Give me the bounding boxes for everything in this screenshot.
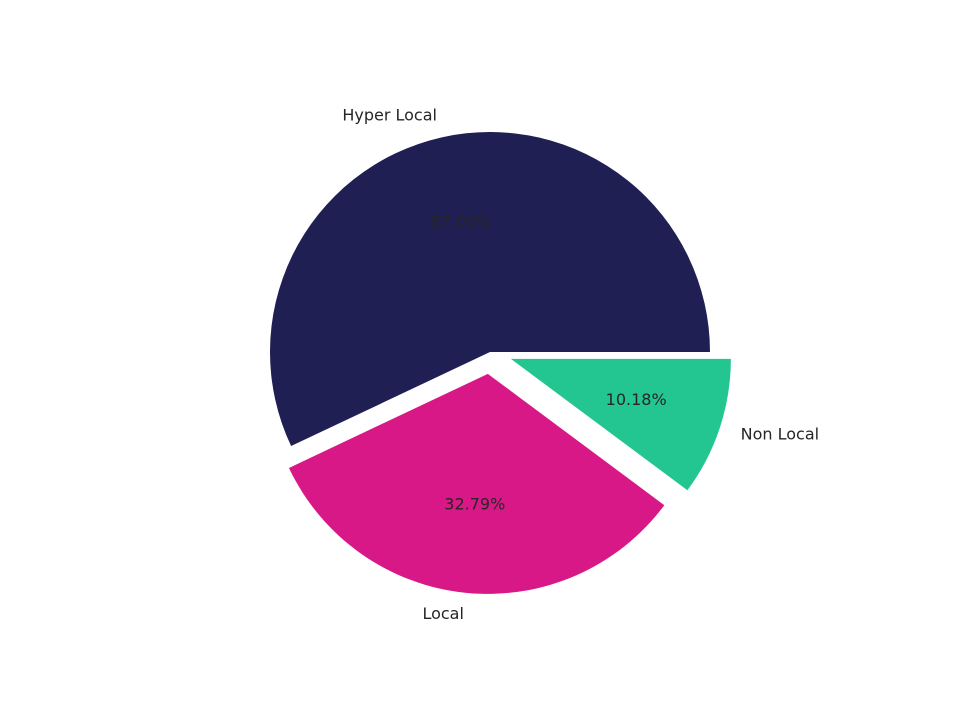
pie-slice — [288, 373, 665, 594]
value-label: 57.03% — [431, 213, 492, 232]
slice-label: Hyper Local — [342, 105, 437, 124]
value-label: 10.18% — [606, 390, 667, 409]
pie-slice — [269, 131, 710, 447]
value-label: 32.79% — [444, 495, 505, 514]
slice-label: Non Local — [741, 424, 819, 443]
pie-slice — [510, 358, 731, 491]
slice-label: Local — [422, 604, 463, 623]
